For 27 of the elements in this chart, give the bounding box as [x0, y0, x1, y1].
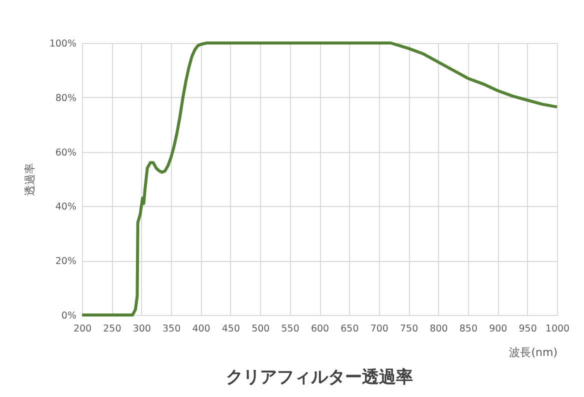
y-axis-title: 透過率	[23, 163, 36, 196]
y-tick-label: 60%	[55, 147, 76, 158]
x-tick-label: 200	[73, 324, 92, 334]
x-tick-label: 950	[518, 324, 537, 334]
y-tick-label: 20%	[55, 256, 76, 268]
x-tick-label: 700	[370, 324, 388, 334]
x-tick-label: 500	[252, 324, 270, 334]
x-tick-label: 550	[281, 324, 300, 334]
y-tick-label: 40%	[55, 202, 76, 213]
x-tick-label: 600	[310, 324, 330, 334]
y-tick-label: 0%	[61, 310, 76, 322]
x-tick-label: 250	[103, 324, 122, 334]
x-tick-label: 850	[459, 324, 478, 334]
x-axis-title: 波長(nm)	[509, 346, 558, 359]
y-tick-label: 80%	[55, 92, 76, 104]
x-tick-label: 650	[340, 324, 359, 334]
x-tick-label: 350	[162, 324, 181, 334]
text: クリアフィルター透過率	[226, 368, 413, 388]
x-tick-label: 450	[222, 324, 240, 334]
x-tick-label: 1000	[545, 324, 570, 334]
line-series	[80, 42, 558, 316]
x-tick-label: 800	[430, 324, 448, 334]
y-tick-label: 100%	[49, 38, 76, 50]
x-tick-label: 400	[192, 324, 210, 334]
x-tick-label: 900	[489, 324, 508, 334]
x-tick-label: 750	[400, 324, 418, 334]
x-tick-label: 300	[132, 324, 151, 334]
